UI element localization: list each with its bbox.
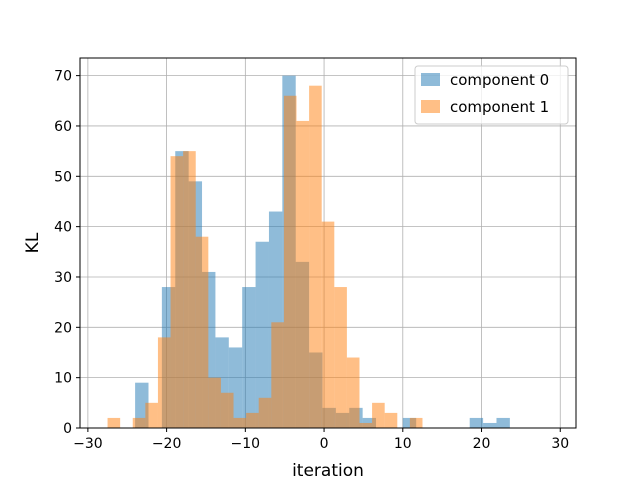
legend-label-component-1: component 1: [450, 98, 549, 116]
x-axis-label: iteration: [292, 461, 364, 480]
histogram-bar-component-1: [321, 221, 335, 428]
legend: component 0 component 1: [414, 65, 569, 125]
x-tick-label: −30: [73, 436, 103, 452]
x-tick-label: 30: [551, 436, 569, 452]
y-axis-ticks: 0 10 20 30 40 50 60 70: [54, 69, 80, 437]
histogram-bar-component-1: [132, 417, 146, 428]
histogram-bar-component-1: [372, 402, 385, 428]
histogram-bar-component-1: [359, 422, 373, 428]
legend-swatch-component-0: [421, 73, 440, 86]
histogram-bar-component-1: [208, 377, 221, 428]
x-tick-label: 10: [394, 436, 412, 452]
y-tick-label: 50: [54, 169, 72, 185]
histogram-bar-component-1: [195, 236, 209, 428]
histogram-bar-component-1: [170, 156, 184, 428]
histogram-bar-component-1: [309, 85, 322, 428]
histogram-bar-component-1: [246, 412, 259, 428]
histogram-bar-component-1: [183, 151, 196, 428]
plot-frame: [79, 57, 577, 429]
histogram-bar-component-0: [255, 241, 269, 428]
histogram-bar-component-1: [145, 402, 158, 428]
histogram-bar-component-1: [233, 417, 247, 428]
histogram-bar-component-1: [283, 95, 297, 429]
y-tick-label: 30: [54, 270, 72, 286]
y-tick-label: 40: [54, 220, 72, 236]
histogram-bar-component-1: [296, 120, 310, 428]
y-tick-label: 60: [54, 119, 72, 135]
y-tick-label: 20: [54, 320, 72, 336]
histogram-bar-component-0: [242, 287, 256, 428]
legend-label-component-0: component 0: [450, 71, 549, 89]
histogram-bar-component-1: [409, 417, 423, 428]
histogram-bar-component-1: [334, 287, 347, 428]
x-tick-label: −10: [231, 436, 261, 452]
y-tick-label: 70: [54, 69, 72, 85]
histogram-bar-component-0: [483, 422, 497, 428]
x-tick-label: −20: [152, 436, 182, 452]
x-tick-label: 0: [320, 436, 329, 452]
histogram-bars: [107, 75, 510, 429]
x-axis-ticks: −30 −20 −10 0 10 20 30: [73, 428, 569, 452]
histogram-bar-component-1: [384, 412, 398, 428]
legend-box: [414, 65, 569, 125]
x-tick-label: 20: [473, 436, 491, 452]
y-tick-label: 10: [54, 371, 72, 387]
y-tick-label: 0: [63, 421, 72, 437]
histogram-bar-component-1: [346, 357, 360, 428]
histogram-bar-component-0: [496, 417, 510, 428]
histogram-bar-component-1: [258, 397, 272, 428]
histogram-bar-component-0: [402, 417, 417, 428]
histogram-bar-component-1: [271, 322, 284, 428]
histogram-bar-component-0: [135, 382, 149, 428]
histogram-bar-component-1: [220, 392, 234, 428]
y-axis-label: KL: [23, 232, 43, 253]
histogram-bar-component-1: [107, 417, 121, 428]
histogram-bar-component-0: [469, 417, 484, 428]
legend-swatch-component-1: [421, 100, 440, 113]
histogram-bar-component-1: [157, 337, 171, 428]
